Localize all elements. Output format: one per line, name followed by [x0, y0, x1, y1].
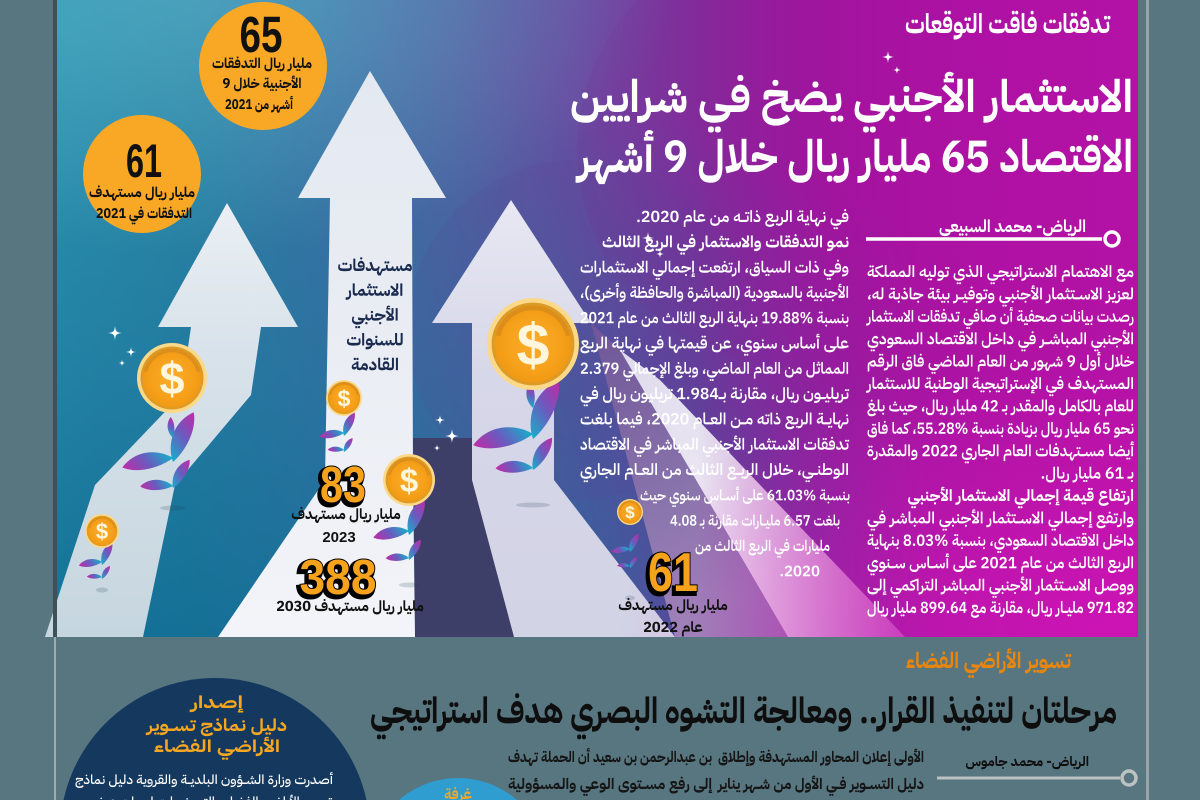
svg-text:83: 83 — [318, 459, 364, 516]
svg-text:61: 61 — [646, 544, 696, 606]
svg-text:$: $ — [517, 312, 550, 378]
svg-text:$: $ — [400, 462, 418, 499]
svg-text:$: $ — [338, 385, 351, 411]
svg-text:61: 61 — [648, 541, 698, 603]
svg-text:83: 83 — [320, 456, 366, 513]
svg-text:$: $ — [159, 353, 184, 404]
svg-text:65: 65 — [240, 6, 283, 63]
svg-text:$: $ — [96, 519, 108, 544]
svg-text:61: 61 — [126, 134, 162, 187]
svg-text:388: 388 — [298, 554, 375, 608]
svg-text:388: 388 — [300, 551, 377, 605]
svg-text:$: $ — [625, 503, 635, 522]
svg-text:2023: 2023 — [322, 529, 355, 546]
